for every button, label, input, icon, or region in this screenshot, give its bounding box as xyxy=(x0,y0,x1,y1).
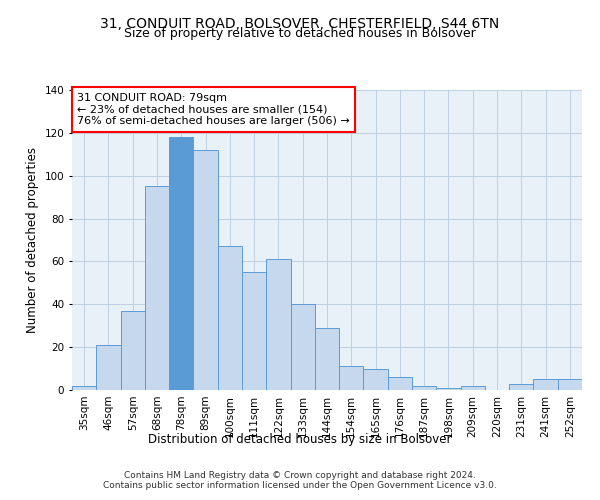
Bar xyxy=(218,246,242,390)
Bar xyxy=(266,260,290,390)
Text: Size of property relative to detached houses in Bolsover: Size of property relative to detached ho… xyxy=(124,28,476,40)
Bar xyxy=(461,386,485,390)
Bar xyxy=(509,384,533,390)
Bar xyxy=(388,377,412,390)
Text: Contains HM Land Registry data © Crown copyright and database right 2024.
Contai: Contains HM Land Registry data © Crown c… xyxy=(103,470,497,490)
Bar xyxy=(145,186,169,390)
Bar xyxy=(436,388,461,390)
Bar xyxy=(193,150,218,390)
Bar xyxy=(96,345,121,390)
Bar xyxy=(121,310,145,390)
Bar xyxy=(412,386,436,390)
Text: Distribution of detached houses by size in Bolsover: Distribution of detached houses by size … xyxy=(148,432,452,446)
Bar xyxy=(72,386,96,390)
Bar xyxy=(315,328,339,390)
Text: 31, CONDUIT ROAD, BOLSOVER, CHESTERFIELD, S44 6TN: 31, CONDUIT ROAD, BOLSOVER, CHESTERFIELD… xyxy=(100,18,500,32)
Bar xyxy=(558,380,582,390)
Bar xyxy=(339,366,364,390)
Bar xyxy=(364,368,388,390)
Bar xyxy=(242,272,266,390)
Bar xyxy=(169,137,193,390)
Bar xyxy=(290,304,315,390)
Y-axis label: Number of detached properties: Number of detached properties xyxy=(26,147,39,333)
Text: 31 CONDUIT ROAD: 79sqm
← 23% of detached houses are smaller (154)
76% of semi-de: 31 CONDUIT ROAD: 79sqm ← 23% of detached… xyxy=(77,93,350,126)
Bar xyxy=(533,380,558,390)
